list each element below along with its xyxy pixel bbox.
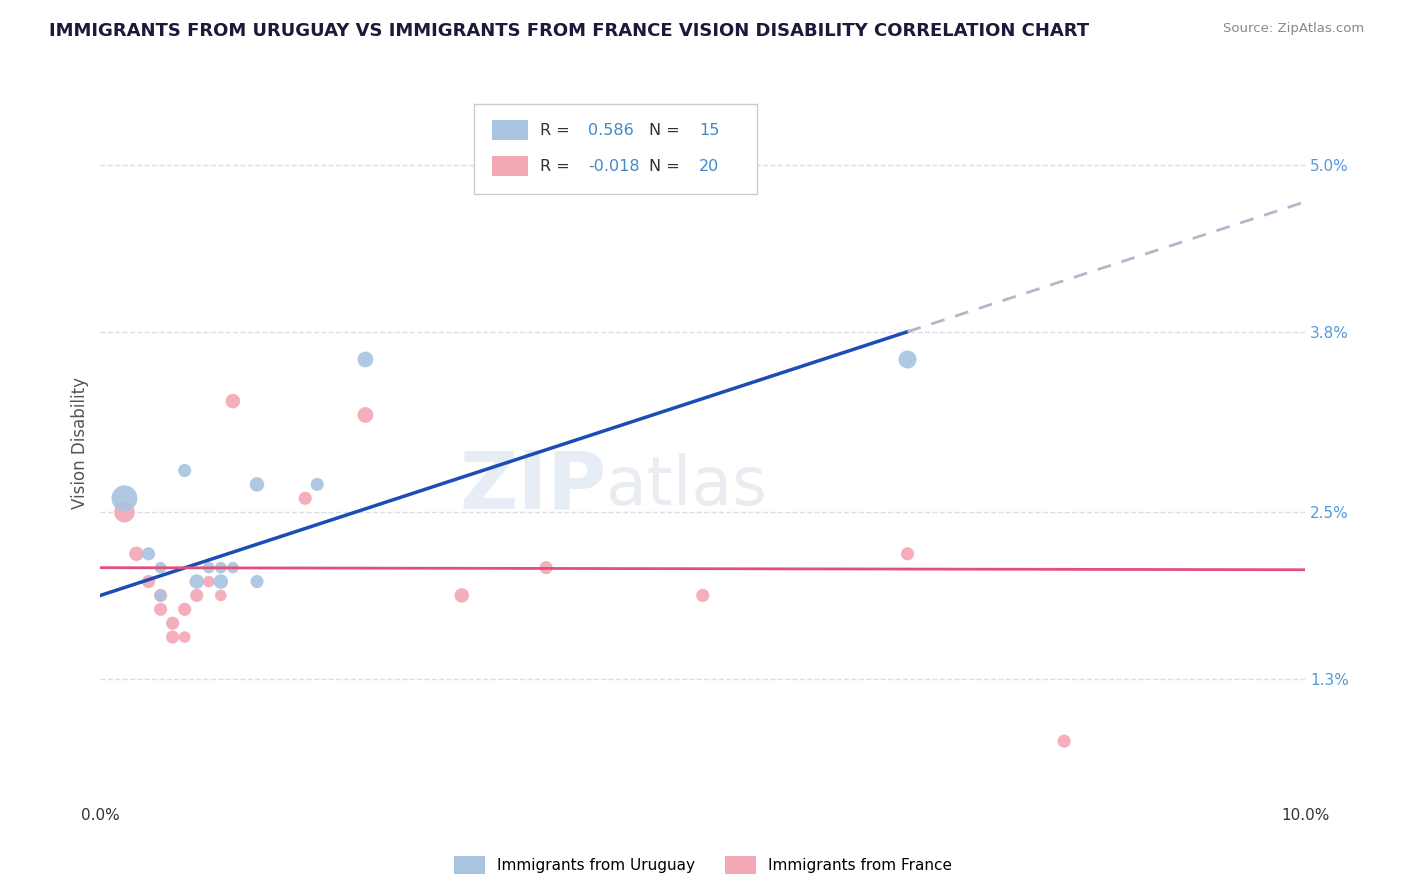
Point [294,491,316,506]
Point [246,574,269,589]
Y-axis label: Vision Disability: Vision Disability [72,376,89,508]
Point [114,505,136,519]
Point [197,560,219,574]
Point [896,547,918,561]
Text: N =: N = [648,159,685,174]
Point [138,547,160,561]
Point [222,394,245,409]
Point [149,560,172,574]
Point [209,589,232,603]
Point [222,560,245,574]
Text: Source: ZipAtlas.com: Source: ZipAtlas.com [1223,22,1364,36]
Point [354,408,377,422]
Text: -0.018: -0.018 [588,159,640,174]
Text: N =: N = [648,123,685,137]
Legend: Immigrants from Uruguay, Immigrants from France: Immigrants from Uruguay, Immigrants from… [449,850,957,880]
Point [246,477,269,491]
Point [692,589,714,603]
Point [197,574,219,589]
Point [173,463,195,477]
Text: ZIP: ZIP [460,447,606,525]
Point [354,352,377,367]
Point [450,589,472,603]
Point [186,574,208,589]
Point [114,491,136,506]
Point [173,602,195,616]
Point [896,352,918,367]
Point [149,589,172,603]
Point [125,547,148,561]
Point [534,560,557,574]
Point [162,630,184,644]
Text: R =: R = [540,123,575,137]
Point [307,477,329,491]
Point [1053,734,1076,748]
Point [209,574,232,589]
Text: R =: R = [540,159,575,174]
Text: IMMIGRANTS FROM URUGUAY VS IMMIGRANTS FROM FRANCE VISION DISABILITY CORRELATION : IMMIGRANTS FROM URUGUAY VS IMMIGRANTS FR… [49,22,1090,40]
Point [138,574,160,589]
Point [209,560,232,574]
Text: 15: 15 [699,123,720,137]
Point [186,589,208,603]
Point [149,602,172,616]
Text: atlas: atlas [606,453,768,519]
Point [173,630,195,644]
Point [162,616,184,631]
Text: 0.586: 0.586 [588,123,634,137]
Text: 20: 20 [699,159,720,174]
FancyBboxPatch shape [492,120,529,140]
FancyBboxPatch shape [474,103,756,194]
FancyBboxPatch shape [492,156,529,177]
Point [149,589,172,603]
